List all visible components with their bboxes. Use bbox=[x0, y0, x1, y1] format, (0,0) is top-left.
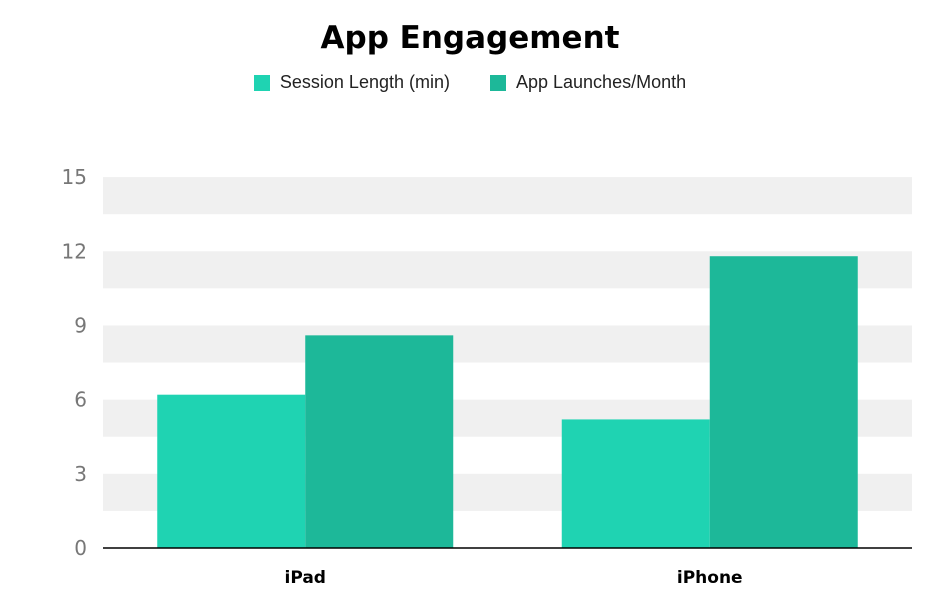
y-tick-label: 15 bbox=[62, 165, 87, 189]
y-tick-label: 3 bbox=[74, 462, 87, 486]
legend-item-app-launches: App Launches/Month bbox=[489, 72, 687, 93]
legend: Session Length (min) App Launches/Month bbox=[0, 72, 940, 93]
grid-band bbox=[103, 177, 912, 215]
legend-label-app-launches: App Launches/Month bbox=[515, 72, 687, 92]
y-tick-label: 9 bbox=[74, 313, 87, 337]
x-tick-label: iPad bbox=[285, 568, 326, 588]
legend-swatch-session-length bbox=[253, 74, 270, 91]
bar-iphone-session-length bbox=[561, 419, 710, 548]
bar-ipad-app-launches bbox=[305, 335, 454, 548]
legend-item-session-length: Session Length (min) bbox=[253, 72, 450, 93]
y-tick-label: 12 bbox=[62, 239, 87, 263]
bar-ipad-session-length bbox=[157, 394, 306, 548]
y-tick-label: 6 bbox=[74, 388, 87, 412]
legend-swatch-app-launches bbox=[489, 74, 506, 91]
x-tick-label: iPhone bbox=[677, 568, 743, 588]
bar-iphone-app-launches bbox=[709, 256, 858, 548]
legend-label-session-length: Session Length (min) bbox=[279, 72, 450, 92]
chart-title: App Engagement bbox=[320, 20, 620, 56]
y-tick-label: 0 bbox=[74, 536, 87, 560]
